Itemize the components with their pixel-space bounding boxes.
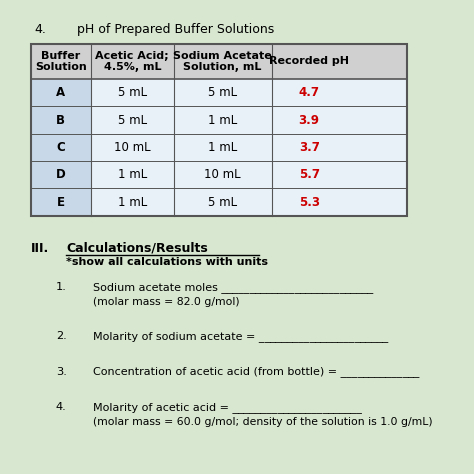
Text: A: A — [56, 86, 65, 100]
Text: C: C — [56, 141, 65, 154]
Bar — [31, 161, 407, 189]
Text: 4.: 4. — [35, 23, 47, 36]
Text: Molarity of sodium acetate = _______________________: Molarity of sodium acetate = ___________… — [93, 331, 389, 342]
Bar — [31, 44, 407, 79]
Text: E: E — [57, 196, 65, 209]
Text: 10 mL: 10 mL — [204, 168, 241, 181]
Bar — [31, 107, 407, 134]
Text: 5.7: 5.7 — [299, 168, 319, 181]
Text: Acetic Acid;
4.5%, mL: Acetic Acid; 4.5%, mL — [95, 51, 169, 72]
Bar — [31, 134, 91, 161]
Text: 1 mL: 1 mL — [118, 196, 147, 209]
Bar — [31, 189, 91, 216]
Text: Sodium Acetate
Solution, mL: Sodium Acetate Solution, mL — [173, 51, 272, 72]
Text: 3.: 3. — [56, 366, 67, 376]
Bar — [31, 79, 407, 107]
Text: 5 mL: 5 mL — [208, 196, 237, 209]
Text: Calculations/Results: Calculations/Results — [66, 242, 208, 255]
Bar — [31, 189, 407, 216]
Text: 4.7: 4.7 — [299, 86, 319, 100]
Text: Recorded pH: Recorded pH — [269, 56, 349, 66]
Text: 3.9: 3.9 — [299, 114, 319, 127]
Text: B: B — [56, 114, 65, 127]
Bar — [31, 161, 91, 189]
Bar — [31, 79, 91, 107]
Text: *show all calculations with units: *show all calculations with units — [66, 257, 268, 267]
Text: (molar mass = 60.0 g/mol; density of the solution is 1.0 g/mL): (molar mass = 60.0 g/mol; density of the… — [93, 417, 433, 427]
Text: 4.: 4. — [56, 402, 66, 412]
Text: D: D — [56, 168, 65, 181]
Text: 10 mL: 10 mL — [114, 141, 151, 154]
Text: pH of Prepared Buffer Solutions: pH of Prepared Buffer Solutions — [77, 23, 274, 36]
Text: 5.3: 5.3 — [299, 196, 319, 209]
Text: 1 mL: 1 mL — [208, 141, 237, 154]
Text: (molar mass = 82.0 g/mol): (molar mass = 82.0 g/mol) — [93, 297, 240, 307]
Text: 1 mL: 1 mL — [118, 168, 147, 181]
Text: 2.: 2. — [56, 331, 66, 341]
Text: 5 mL: 5 mL — [208, 86, 237, 100]
Bar — [31, 107, 91, 134]
Text: Sodium acetate moles ___________________________: Sodium acetate moles ___________________… — [93, 282, 374, 292]
Text: 1 mL: 1 mL — [208, 114, 237, 127]
Text: III.: III. — [31, 242, 49, 255]
Bar — [31, 44, 407, 216]
Bar — [31, 134, 407, 161]
Text: 5 mL: 5 mL — [118, 114, 147, 127]
Text: Concentration of acetic acid (from bottle) = ______________: Concentration of acetic acid (from bottl… — [93, 366, 420, 377]
Text: 5 mL: 5 mL — [118, 86, 147, 100]
Text: 1.: 1. — [56, 282, 67, 292]
Text: 3.7: 3.7 — [299, 141, 319, 154]
Text: Molarity of acetic acid = _______________________: Molarity of acetic acid = ______________… — [93, 402, 362, 413]
Text: Buffer
Solution: Buffer Solution — [35, 51, 87, 72]
